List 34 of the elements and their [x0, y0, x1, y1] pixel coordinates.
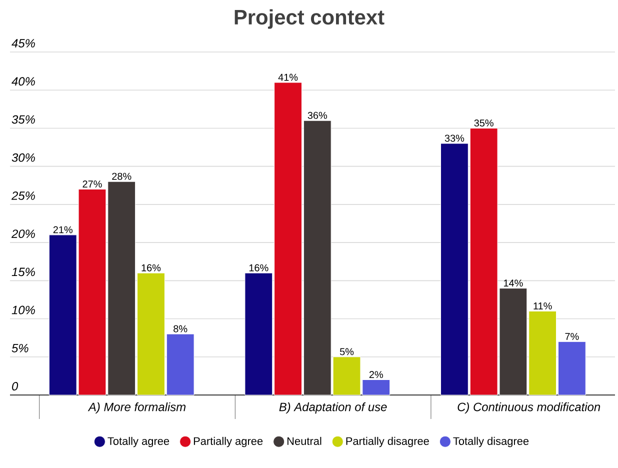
data-label: 8%	[174, 325, 188, 332]
x-tick-label: C) Continuous modification	[458, 402, 600, 414]
y-tick-label: 10%	[12, 306, 35, 314]
y-tick-label: 35%	[12, 115, 35, 124]
y-tick-label: 5%	[12, 344, 28, 352]
data-label: 21%	[53, 226, 72, 234]
legend-label: Partially agree	[194, 436, 263, 448]
legend-label: Partially disagree	[346, 436, 429, 448]
data-label: 11%	[534, 302, 552, 310]
legend-label: Totally disagree	[453, 436, 529, 448]
y-tick-label: 30%	[12, 153, 35, 162]
legend-label: Totally agree	[108, 436, 170, 448]
data-label: 2%	[369, 371, 383, 378]
data-label: 16%	[142, 264, 161, 272]
y-tick-label: 15%	[12, 268, 35, 276]
chart-title: Project context	[234, 9, 384, 29]
data-label: 7%	[565, 332, 579, 340]
legend-label: Neutral	[287, 436, 322, 445]
y-tick-label: 25%	[11, 191, 35, 200]
y-tick-label: 45%	[12, 39, 35, 48]
y-tick-label: 0	[12, 382, 18, 390]
data-label: 14%	[504, 280, 523, 287]
data-label: 28%	[112, 172, 132, 180]
data-label: 36%	[308, 112, 328, 119]
data-label: 41%	[278, 74, 298, 81]
y-tick-label: 40%	[12, 77, 35, 86]
data-label: 16%	[249, 264, 268, 272]
x-tick-label: B) Adaptation of use	[279, 402, 387, 414]
data-label: 35%	[474, 119, 494, 127]
data-label: 33%	[444, 134, 464, 142]
x-tick-label: A) More formalism	[88, 402, 186, 414]
data-label: 27%	[82, 180, 102, 188]
data-label: 5%	[340, 348, 354, 356]
y-tick-label: 20%	[11, 230, 35, 238]
